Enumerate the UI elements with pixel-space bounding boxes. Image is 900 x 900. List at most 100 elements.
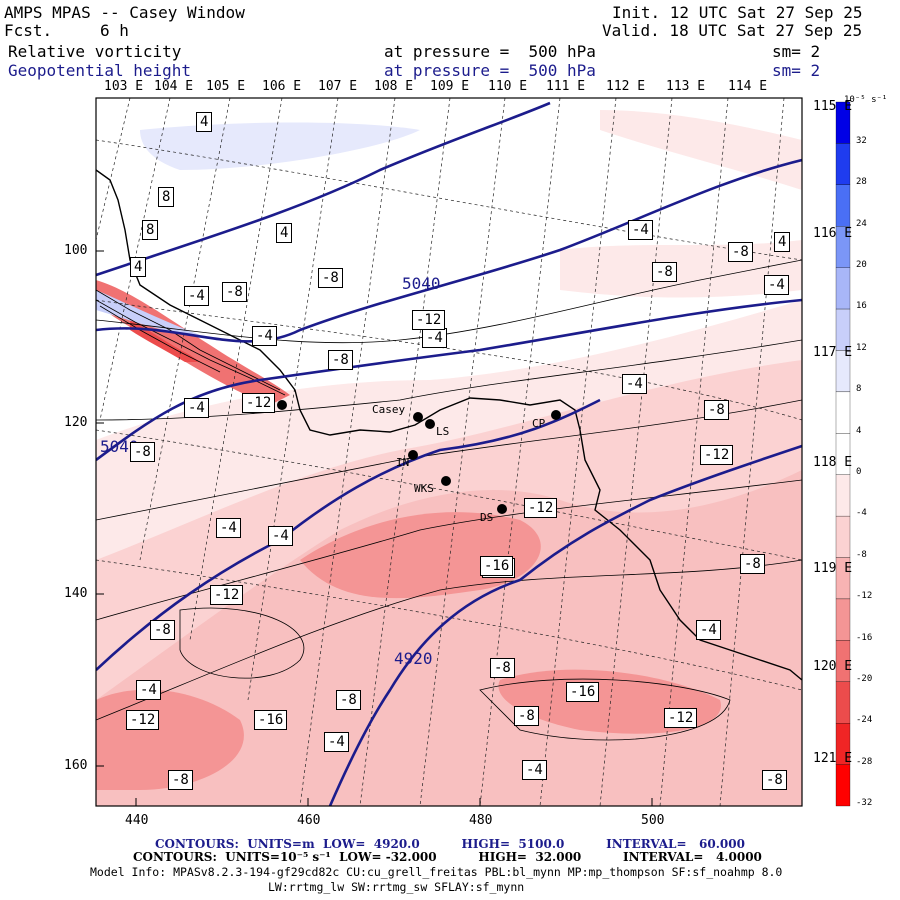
height-label-4920: 4920 <box>394 649 433 668</box>
station-markers <box>277 400 561 514</box>
vorticity-contour-label: -8 <box>728 242 753 262</box>
axis-ticks <box>96 250 653 806</box>
colorbar-label: 28 <box>856 177 867 188</box>
lon-label-113: 113 E <box>666 79 706 94</box>
colorbar-swatch <box>835 143 851 185</box>
colorbar-swatch <box>835 184 851 227</box>
station-dot-wks <box>441 476 451 486</box>
colorbar-label: 0 <box>856 467 862 477</box>
forecast-label: Fcst. <box>4 21 53 40</box>
lon-label-103: 103 E <box>104 79 144 94</box>
forecast-hours: 6 h <box>100 21 129 40</box>
vorticity-contour-label: -4 <box>422 328 447 348</box>
colorbar-swatch <box>835 267 851 310</box>
plot-frame <box>95 97 803 807</box>
colorbar-label: 8 <box>856 384 862 395</box>
vorticity-contour-label: 4 <box>130 257 147 277</box>
vorticity-contour-label: 8 <box>158 187 175 207</box>
graticule <box>96 98 802 806</box>
colorbar-label: -20 <box>856 674 873 685</box>
colorbar-label: -32 <box>856 798 873 809</box>
y-label-160: 160 <box>64 758 88 773</box>
colorbar-swatch <box>835 764 851 807</box>
colorbar-swatch <box>835 515 851 558</box>
lon-label-105: 105 E <box>206 79 246 94</box>
colorbar <box>835 101 851 807</box>
lon-label-110: 110 E <box>488 79 528 94</box>
lon-label-106: 106 E <box>262 79 302 94</box>
lon-label-118: 118 E <box>813 455 853 470</box>
valid-time: Valid. 18 UTC Sat 27 Sep 25 <box>602 21 863 40</box>
colorbar-label: 16 <box>856 301 867 312</box>
colorbar-label: -8 <box>856 549 867 560</box>
vorticity-contour-label: -8 <box>336 690 361 710</box>
vorticity-contour-label: -8 <box>222 282 247 302</box>
colorbar-label: -24 <box>856 715 873 726</box>
lon-label-109: 109 E <box>430 79 470 94</box>
colorbar-swatch <box>835 391 851 434</box>
x-label-480: 480 <box>469 813 493 828</box>
station-dot-ds <box>497 504 507 514</box>
height-label-5040-a: 5040 <box>402 274 441 293</box>
vorticity-contour-label: -8 <box>704 400 729 420</box>
colorbar-label: 24 <box>856 218 867 229</box>
colorbar-label: -4 <box>856 508 867 519</box>
init-time: Init. 12 UTC Sat 27 Sep 25 <box>612 3 863 22</box>
lon-label-116: 116 E <box>813 226 853 241</box>
station-dot-ls <box>425 419 435 429</box>
x-label-440: 440 <box>125 813 149 828</box>
footer-height-contours: CONTOURS: UNITS=m LOW= 4920.0 HIGH= 5100… <box>155 837 745 851</box>
station-label-ds: DS <box>480 511 494 524</box>
x-label-500: 500 <box>641 813 665 828</box>
vorticity-contour-label: -4 <box>696 620 721 640</box>
vorticity-contour-label: -4 <box>764 275 789 295</box>
vorticity-contours <box>96 259 802 741</box>
vorticity-contour-label: -16 <box>480 556 514 576</box>
vorticity-contour-label: -4 <box>268 526 293 546</box>
lon-label-115: 115 E <box>813 99 853 114</box>
station-label-ls: LS <box>436 425 450 438</box>
colorbar-label: 12 <box>856 342 867 353</box>
station-label-in: IN <box>396 456 410 469</box>
colorbar-label: -12 <box>856 591 873 602</box>
colorbar-label: 4 <box>856 425 862 436</box>
vorticity-contour-label: -4 <box>622 374 647 394</box>
vorticity-contour-label: -12 <box>412 310 446 330</box>
vorticity-contour-label: -8 <box>514 706 539 726</box>
lon-label-120: 120 E <box>813 659 853 674</box>
vorticity-contour-label: -4 <box>628 220 653 240</box>
lon-label-111: 111 E <box>546 79 586 94</box>
vorticity-contour-label: -12 <box>664 708 698 728</box>
y-label-120: 120 <box>64 415 88 430</box>
vorticity-contour-label: -8 <box>150 620 175 640</box>
colorbar-swatch <box>835 598 851 641</box>
field2-level: at pressure = 500 hPa <box>384 61 596 80</box>
footer-model-info: Model Info: MPASv8.2.3-194-gf29cd82c CU:… <box>90 865 783 879</box>
vorticity-contour-label: -8 <box>490 658 515 678</box>
vorticity-contour-label: -8 <box>652 262 677 282</box>
vorticity-contour-label: -8 <box>130 442 155 462</box>
model-title: AMPS MPAS -- Casey Window <box>4 3 245 22</box>
field2-smoothing: sm= 2 <box>772 61 821 80</box>
vorticity-contour-label: -4 <box>522 760 547 780</box>
station-dot-sp <box>277 400 287 410</box>
vorticity-shading <box>96 98 802 806</box>
station-label-cp: CP <box>532 417 546 430</box>
vorticity-contour-label: -12 <box>126 710 160 730</box>
colorbar-label: 32 <box>856 135 867 146</box>
footer-physics-info: LW:rrtmg_lw SW:rrtmg_sw SFLAY:sf_mynn <box>268 880 525 894</box>
station-label-casey: Casey <box>372 403 406 416</box>
colorbar-unit: 10⁻⁵ s⁻¹ <box>844 95 888 105</box>
vorticity-contour-label: -16 <box>566 682 600 702</box>
y-label-100: 100 <box>64 243 88 258</box>
field1-smoothing: sm= 2 <box>772 42 821 61</box>
y-label-140: 140 <box>64 586 88 601</box>
colorbar-label: 20 <box>856 259 867 270</box>
vorticity-contour-label: -12 <box>524 498 558 518</box>
vorticity-contour-label: -4 <box>252 326 277 346</box>
vorticity-contour-label: -8 <box>762 770 787 790</box>
station-dot-in <box>408 450 418 460</box>
vorticity-contour-label: -4 <box>184 398 209 418</box>
vorticity-contour-label: 4 <box>276 223 293 243</box>
vorticity-contour-label: 4 <box>196 112 213 132</box>
